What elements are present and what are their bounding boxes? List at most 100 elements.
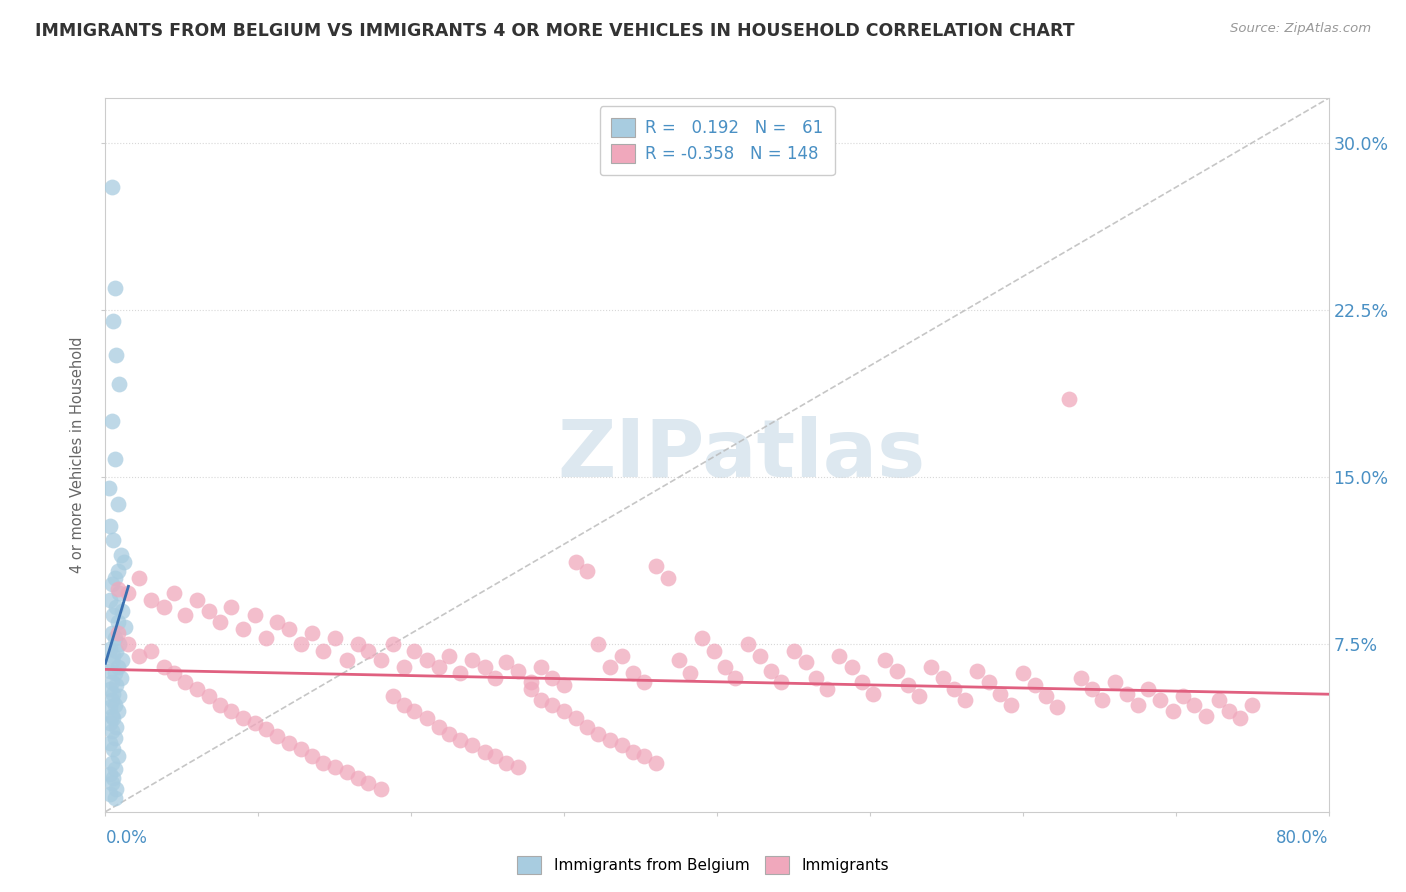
Point xyxy=(100,775,122,790)
Point xyxy=(370,653,392,667)
Point xyxy=(427,720,450,734)
Point xyxy=(98,699,121,714)
Point xyxy=(110,671,132,685)
Point xyxy=(576,564,599,578)
Point xyxy=(932,671,955,685)
Point xyxy=(966,664,988,678)
Point xyxy=(1126,698,1149,712)
Point xyxy=(101,687,124,701)
Point xyxy=(111,653,134,667)
Point xyxy=(461,653,484,667)
Point xyxy=(1080,681,1102,696)
Point xyxy=(678,666,700,681)
Point xyxy=(254,631,277,645)
Point xyxy=(107,705,129,719)
Point xyxy=(141,592,163,607)
Point xyxy=(209,698,232,712)
Point xyxy=(495,655,517,669)
Point xyxy=(541,698,564,712)
Point xyxy=(979,675,1001,690)
Point xyxy=(110,548,132,563)
Point xyxy=(439,648,461,663)
Point xyxy=(104,631,127,645)
Point xyxy=(1104,675,1126,690)
Point xyxy=(266,615,288,630)
Point xyxy=(1182,698,1205,712)
Point xyxy=(484,671,506,685)
Point xyxy=(1115,687,1137,701)
Point xyxy=(770,675,793,690)
Point xyxy=(828,648,851,663)
Point xyxy=(920,660,942,674)
Point xyxy=(98,519,121,533)
Point xyxy=(737,637,759,651)
Point xyxy=(862,687,884,701)
Point xyxy=(586,726,609,740)
Point xyxy=(519,681,541,696)
Point xyxy=(621,744,644,758)
Point xyxy=(114,619,136,633)
Point xyxy=(174,675,197,690)
Point xyxy=(1091,693,1114,707)
Point xyxy=(245,608,267,623)
Point xyxy=(163,666,186,681)
Point xyxy=(530,660,553,674)
Point xyxy=(107,749,129,764)
Point xyxy=(104,666,127,681)
Point xyxy=(759,664,782,678)
Point xyxy=(105,720,128,734)
Point xyxy=(98,592,121,607)
Point xyxy=(657,571,679,585)
Point xyxy=(336,764,359,779)
Point xyxy=(278,622,301,636)
Point xyxy=(346,771,368,786)
Point xyxy=(381,689,404,703)
Point xyxy=(474,744,496,758)
Point xyxy=(565,711,588,725)
Point xyxy=(100,693,122,707)
Point xyxy=(108,689,131,703)
Point xyxy=(100,180,122,194)
Point xyxy=(815,681,838,696)
Point xyxy=(232,711,254,725)
Point xyxy=(474,660,496,674)
Point xyxy=(404,644,426,658)
Point xyxy=(851,675,873,690)
Point xyxy=(107,582,129,596)
Point xyxy=(530,693,553,707)
Point xyxy=(101,771,124,786)
Point xyxy=(1229,711,1251,725)
Point xyxy=(586,637,609,651)
Point xyxy=(101,314,124,328)
Point xyxy=(1070,671,1092,685)
Point xyxy=(508,760,530,774)
Point xyxy=(117,637,139,651)
Point xyxy=(576,720,599,734)
Point xyxy=(449,733,471,747)
Point xyxy=(245,715,267,730)
Point xyxy=(508,664,530,678)
Point xyxy=(1045,699,1067,714)
Point xyxy=(254,723,277,737)
Point xyxy=(232,622,254,636)
Point xyxy=(290,742,312,756)
Point xyxy=(612,738,634,752)
Point xyxy=(392,698,415,712)
Point xyxy=(100,675,122,690)
Point xyxy=(599,660,621,674)
Point xyxy=(108,637,131,651)
Point xyxy=(290,637,312,651)
Point xyxy=(105,599,128,614)
Point xyxy=(101,608,124,623)
Point xyxy=(806,671,828,685)
Point xyxy=(98,681,121,696)
Point xyxy=(104,791,127,805)
Point xyxy=(219,599,242,614)
Point xyxy=(449,666,471,681)
Point xyxy=(357,644,380,658)
Point xyxy=(100,655,122,669)
Point xyxy=(152,599,174,614)
Point xyxy=(107,564,129,578)
Point xyxy=(104,281,127,295)
Legend: Immigrants from Belgium, Immigrants: Immigrants from Belgium, Immigrants xyxy=(510,850,896,880)
